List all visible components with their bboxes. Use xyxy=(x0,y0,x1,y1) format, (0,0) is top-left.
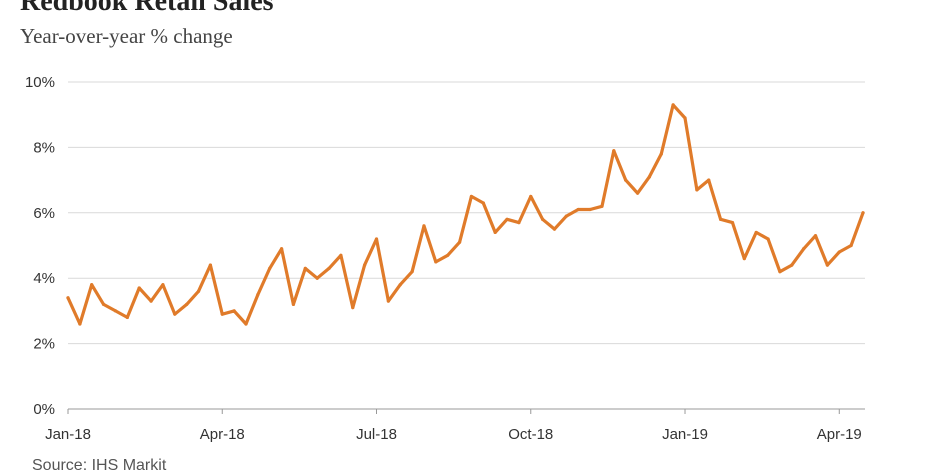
data-point xyxy=(659,152,663,156)
y-tick-label: 8% xyxy=(33,139,55,156)
data-point xyxy=(600,204,604,208)
data-point xyxy=(790,263,794,267)
series-layer xyxy=(66,103,865,326)
data-point xyxy=(576,207,580,212)
data-point xyxy=(244,322,248,326)
data-point xyxy=(363,263,367,267)
data-point xyxy=(446,253,450,257)
data-point xyxy=(683,116,687,120)
data-point xyxy=(588,207,592,212)
data-point xyxy=(802,247,806,251)
data-point xyxy=(624,178,628,182)
data-point xyxy=(279,247,284,251)
data-point xyxy=(386,299,390,303)
data-point xyxy=(635,191,640,195)
x-axis-labels: Jan-18 Apr-18 Jul-18 Oct-18 Jan-19 Apr-19 xyxy=(45,426,862,443)
data-point xyxy=(647,175,652,179)
y-tick-label: 2% xyxy=(33,336,55,353)
data-point xyxy=(730,221,735,225)
data-point xyxy=(766,237,770,241)
data-point xyxy=(256,292,260,297)
data-point xyxy=(612,149,616,153)
data-point xyxy=(493,230,497,235)
chart-source: Source: IHS Markit xyxy=(32,457,167,474)
data-point xyxy=(90,283,94,287)
data-point xyxy=(303,266,307,270)
data-point xyxy=(161,283,165,287)
data-point xyxy=(778,270,782,274)
data-point xyxy=(196,289,201,293)
x-tick-label: Jan-18 xyxy=(45,426,91,443)
data-point xyxy=(185,302,189,306)
data-point xyxy=(849,243,853,248)
data-point xyxy=(861,211,865,215)
data-point xyxy=(232,309,236,313)
data-point xyxy=(742,256,746,261)
data-point xyxy=(66,296,70,300)
data-point xyxy=(505,217,509,221)
data-point xyxy=(125,315,129,320)
data-point xyxy=(517,221,521,225)
x-tick-label: Apr-18 xyxy=(200,426,245,443)
data-point xyxy=(552,227,557,231)
data-point xyxy=(457,240,462,244)
y-tick-label: 10% xyxy=(25,74,55,91)
data-point xyxy=(564,214,568,218)
data-point xyxy=(137,286,141,290)
data-point xyxy=(434,260,438,264)
series-line xyxy=(66,103,865,326)
x-tick-label: Oct-18 xyxy=(508,426,553,443)
data-point xyxy=(315,276,319,280)
data-point xyxy=(481,201,485,205)
y-axis-labels: 0% 2% 4% 6% 8% 10% xyxy=(25,74,55,418)
x-tick-label: Jul-18 xyxy=(356,426,397,443)
data-point xyxy=(469,194,474,199)
data-point xyxy=(707,178,711,182)
data-point xyxy=(410,270,414,274)
data-point xyxy=(78,322,82,326)
chart-subtitle: Year-over-year % change xyxy=(20,24,233,48)
data-point xyxy=(149,299,153,303)
data-point xyxy=(541,217,545,221)
data-point xyxy=(351,306,355,310)
data-point xyxy=(529,194,533,199)
data-point xyxy=(291,302,296,306)
x-tick-label: Jan-19 xyxy=(662,426,708,443)
data-point xyxy=(374,237,379,241)
data-point xyxy=(719,217,723,221)
data-point xyxy=(339,253,343,257)
data-point xyxy=(695,188,699,192)
y-tick-label: 0% xyxy=(33,401,55,418)
data-point xyxy=(101,302,106,306)
x-axis xyxy=(67,408,865,414)
data-point xyxy=(813,234,818,238)
data-point xyxy=(327,266,331,270)
data-point xyxy=(754,230,758,235)
y-tick-label: 6% xyxy=(33,205,55,222)
data-point xyxy=(220,312,224,316)
data-point xyxy=(398,283,402,287)
gridlines xyxy=(68,81,865,345)
data-point xyxy=(268,266,272,270)
data-point xyxy=(173,312,177,316)
data-point xyxy=(671,103,675,107)
data-point xyxy=(113,309,118,313)
data-point xyxy=(422,224,426,228)
x-tick-label: Apr-19 xyxy=(817,426,862,443)
data-point xyxy=(208,263,212,267)
y-tick-label: 4% xyxy=(33,270,55,287)
data-point xyxy=(825,263,830,267)
data-point xyxy=(837,250,841,254)
chart-title: Redbook Retail Sales xyxy=(20,0,274,17)
